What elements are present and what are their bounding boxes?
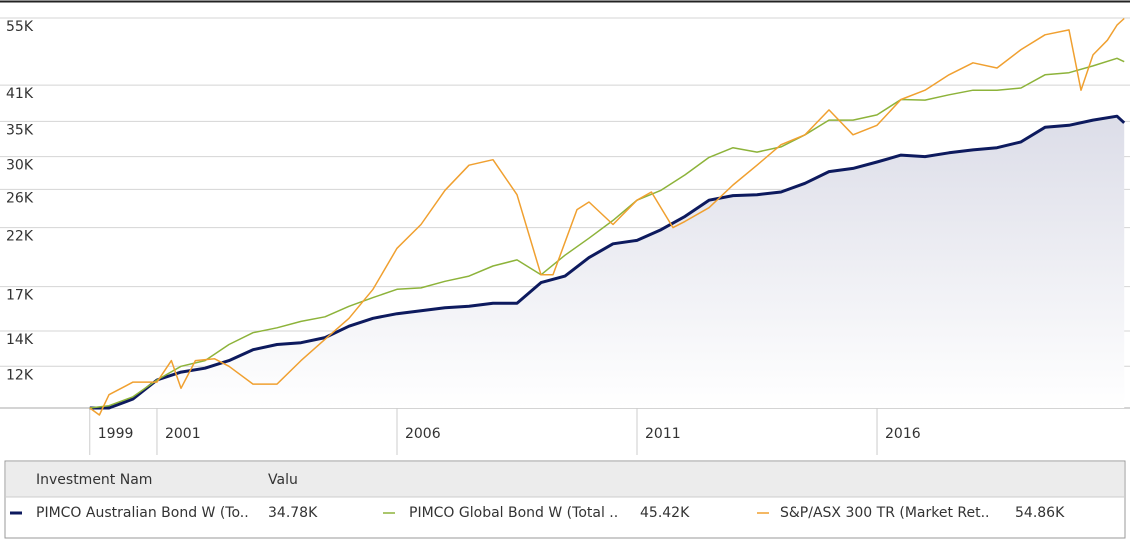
legend-value: 34.78K: [268, 505, 318, 521]
legend-name: PIMCO Global Bond W (Total ..: [409, 505, 618, 521]
y-tick-label: 12K: [6, 367, 34, 383]
legend-name: PIMCO Australian Bond W (To..: [36, 505, 249, 521]
y-tick-label: 55K: [6, 19, 34, 35]
legend-name: S&P/ASX 300 TR (Market Ret..: [780, 505, 990, 521]
series-line: [89, 57, 1125, 409]
y-tick-label: 14K: [6, 332, 34, 348]
x-tick-label: 2011: [645, 426, 681, 442]
series-line: [89, 114, 1126, 410]
y-tick-label: 22K: [6, 229, 34, 245]
legend-value: 54.86K: [1015, 505, 1065, 521]
legend-value: 45.42K: [640, 505, 690, 521]
header-name: Investment Nam: [36, 472, 152, 488]
y-tick-label: 26K: [6, 190, 34, 206]
x-tick-label: 2006: [405, 426, 441, 442]
area: [89, 116, 1125, 408]
x-tick-label: 2001: [165, 426, 201, 442]
header-value: Valu: [268, 472, 298, 488]
x-tick-label: 2016: [885, 426, 921, 442]
table-header: [6, 462, 1124, 497]
series-line: [89, 17, 1125, 416]
y-tick-label: 41K: [6, 86, 34, 102]
y-tick-label: 30K: [6, 158, 34, 174]
y-tick-label: 35K: [6, 122, 34, 138]
y-tick-label: 17K: [6, 288, 34, 304]
x-tick-label: 1999: [98, 426, 134, 442]
